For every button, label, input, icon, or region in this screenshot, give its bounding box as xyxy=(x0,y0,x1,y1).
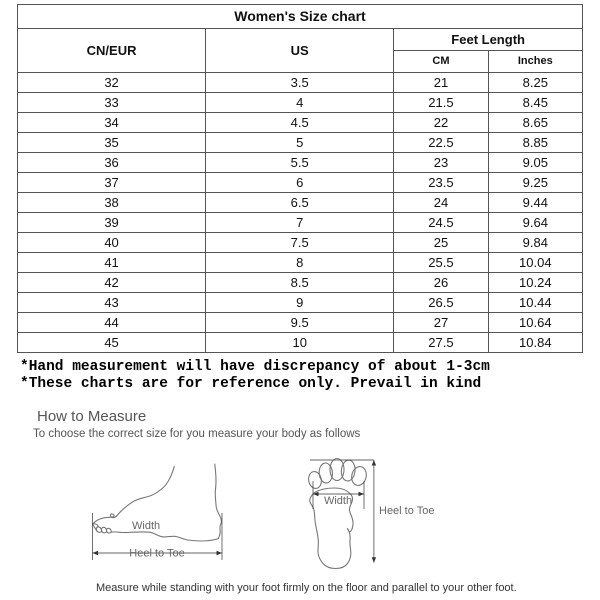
svg-text:Width: Width xyxy=(132,520,160,532)
svg-text:Width: Width xyxy=(324,495,352,507)
svg-text:Heel to Toe: Heel to Toe xyxy=(129,548,184,560)
svg-text:Heel to Toe: Heel to Toe xyxy=(379,505,434,517)
